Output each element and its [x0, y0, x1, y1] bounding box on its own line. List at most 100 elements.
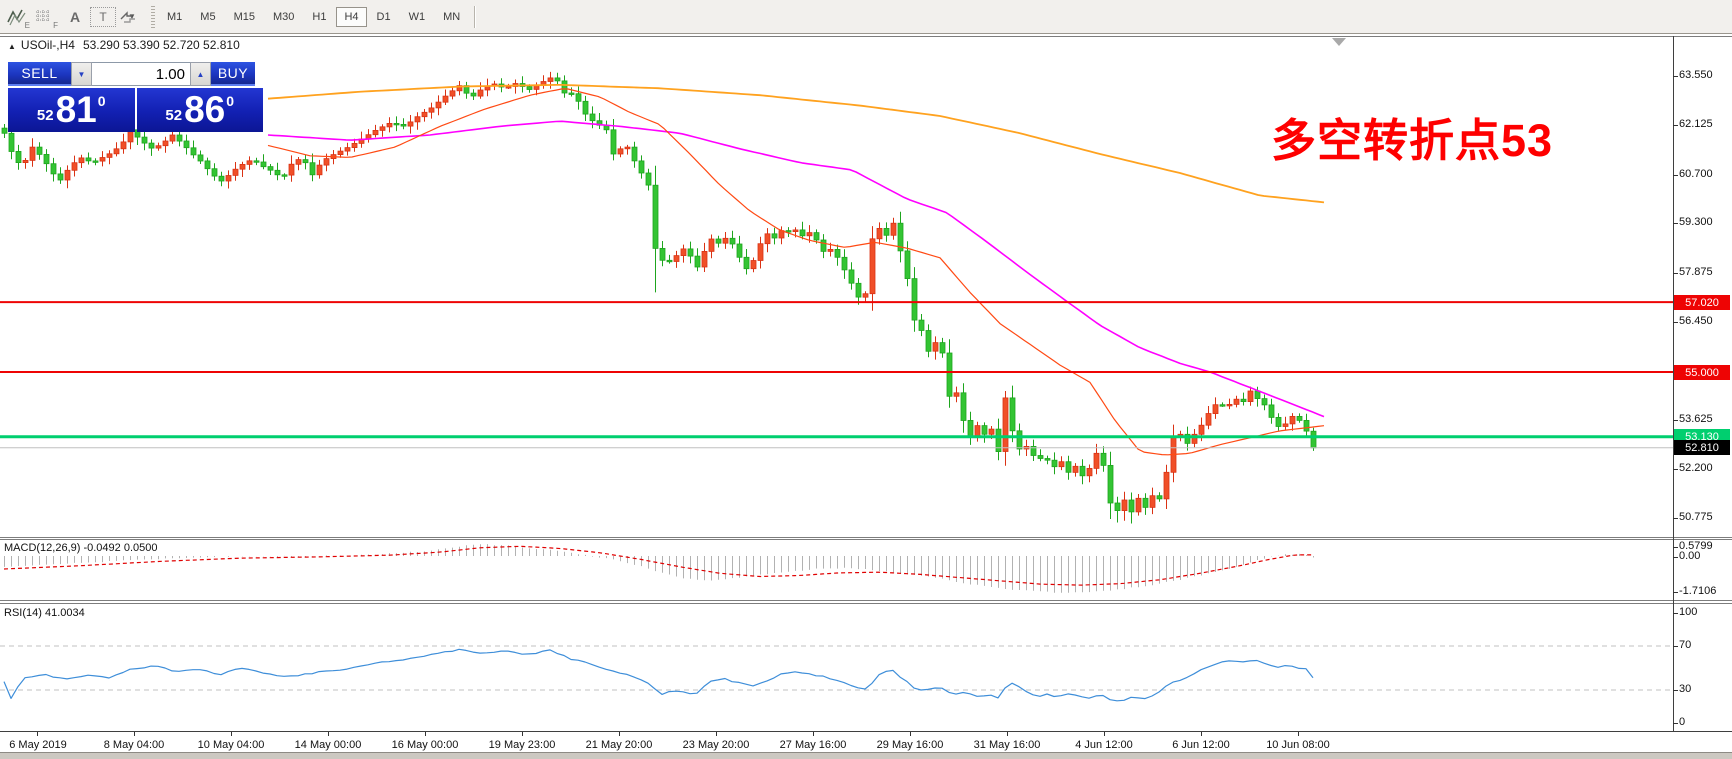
time-tick [134, 732, 135, 736]
sell-price-prefix: 52 [36, 106, 54, 124]
chart-annotation-text: 多空转折点53 [1271, 115, 1554, 166]
volume-decrease-button[interactable]: ▼ [71, 62, 92, 86]
toolbar-separator [474, 5, 477, 28]
timeframe-button-w1[interactable]: W1 [408, 10, 426, 23]
time-tick [425, 732, 426, 736]
scroll-position-icon [1332, 38, 1346, 46]
time-axis-label: 4 Jun 12:00 [1075, 739, 1133, 751]
level-price-label: 57.020 [1674, 295, 1730, 310]
indicator-lines-glyph [7, 9, 26, 25]
rsi-separator-top[interactable] [0, 600, 1732, 601]
time-tick [1201, 732, 1202, 736]
x-axis-line [0, 731, 1732, 732]
timeframe-button-m1[interactable]: M1 [167, 10, 183, 23]
price-axis-label: 56.450 [1679, 315, 1713, 327]
time-tick [37, 732, 38, 736]
chart-top-border [0, 36, 1732, 37]
time-tick [1298, 732, 1299, 736]
time-axis-label: 10 May 04:00 [197, 739, 265, 751]
text-label-icon[interactable]: A [69, 8, 81, 25]
timeframe-group: M1 M5 M15 M30 H1 H4 D1 W1 MN [158, 6, 469, 27]
macd-separator-top[interactable] [0, 537, 1732, 538]
rsi-axis-label: 0 [1679, 716, 1686, 728]
macd-axis-label: 0.5799 [1679, 540, 1713, 552]
buy-price-big: 86 [184, 89, 226, 130]
timeframe-button-m30[interactable]: M30 [272, 10, 295, 23]
time-axis-label: 31 May 16:00 [973, 739, 1041, 751]
main-chart[interactable] [0, 36, 1673, 537]
price-axis-label: 52.200 [1679, 462, 1713, 474]
timeframe-button-h1[interactable]: H1 [312, 10, 327, 23]
price-tick [1673, 76, 1678, 77]
price-tick [1673, 420, 1678, 421]
time-axis-label: 6 Jun 12:00 [1172, 739, 1230, 751]
price-axis-label: 62.125 [1679, 118, 1713, 130]
time-axis-label: 10 Jun 08:00 [1266, 739, 1330, 751]
time-axis-label: 14 May 00:00 [294, 739, 362, 751]
sell-price-sup: 0 [97, 93, 106, 109]
time-tick [813, 732, 814, 736]
macd-label: MACD(12,26,9) -0.0492 0.0500 [4, 542, 158, 554]
price-axis-label: 59.300 [1679, 216, 1713, 228]
buy-price-prefix: 52 [165, 106, 183, 124]
spinner-up-icon: ▲ [196, 69, 205, 79]
buy-button[interactable]: BUY [211, 62, 255, 86]
toolbar-grip[interactable] [151, 5, 155, 28]
price-tick [1673, 125, 1678, 126]
indicators-icon[interactable]: E [6, 4, 32, 30]
price-tick [1673, 518, 1678, 519]
timeframe-button-h4[interactable]: H4 [336, 6, 367, 27]
macd-chart [3, 544, 1314, 593]
rsi-tick [1673, 723, 1678, 724]
macd-tick [1673, 592, 1678, 593]
rsi-tick [1673, 690, 1678, 691]
grid-icon[interactable]: F [34, 4, 60, 30]
volume-increase-button[interactable]: ▲ [190, 62, 211, 86]
time-axis-label: 21 May 20:00 [585, 739, 653, 751]
shapes-icon[interactable]: ▼ [118, 4, 144, 30]
time-tick [910, 732, 911, 736]
time-tick [328, 732, 329, 736]
rsi-tick [1673, 646, 1678, 647]
buy-price-sup: 0 [226, 93, 235, 109]
rsi-axis-label: 100 [1679, 606, 1698, 618]
time-tick [231, 732, 232, 736]
level-price-label: 55.000 [1674, 365, 1730, 380]
macd-axis-label: -1.7106 [1679, 585, 1717, 597]
toolbar: E F A T ▼ M1 M5 M15 M30 H1 H4 D1 W1 MN [0, 0, 1732, 34]
timeframe-button-m5[interactable]: M5 [200, 10, 216, 23]
rsi-chart [0, 645, 1673, 702]
macd-separator-bottom [0, 539, 1732, 540]
price-tick [1673, 322, 1678, 323]
sell-price-box[interactable]: 52 81 0 [8, 88, 135, 132]
timeframe-button-mn[interactable]: MN [443, 10, 461, 23]
volume-input[interactable] [92, 62, 190, 86]
time-axis-label: 16 May 00:00 [391, 739, 459, 751]
time-axis-label: 27 May 16:00 [779, 739, 847, 751]
price-tick [1673, 469, 1678, 470]
time-tick [1104, 732, 1105, 736]
sell-button[interactable]: SELL [8, 62, 71, 86]
text-box-icon[interactable]: T [90, 6, 116, 27]
timeframe-button-d1[interactable]: D1 [376, 10, 391, 23]
macd-tick [1673, 547, 1678, 548]
time-axis-label: 6 May 2019 [9, 739, 67, 751]
price-tick [1673, 223, 1678, 224]
collapse-ohlc-icon[interactable]: ▲ [8, 42, 16, 51]
shapes-glyph [120, 10, 135, 23]
time-tick [619, 732, 620, 736]
price-axis-label: 53.625 [1679, 413, 1713, 425]
buy-price-box[interactable]: 52 86 0 [136, 88, 263, 132]
price-axis-label: 50.775 [1679, 511, 1713, 523]
sell-price-big: 81 [55, 89, 97, 130]
price-axis-label: 57.875 [1679, 266, 1713, 278]
macd-tick [1673, 557, 1678, 558]
chevron-down-icon: ▼ [128, 12, 136, 21]
price-tick [1673, 175, 1678, 176]
time-axis-label: 19 May 23:00 [488, 739, 556, 751]
time-tick [522, 732, 523, 736]
timeframe-button-m15[interactable]: M15 [233, 10, 255, 23]
symbol-title: USOil-,H4 [20, 38, 75, 52]
rsi-label: RSI(14) 41.0034 [4, 607, 85, 619]
